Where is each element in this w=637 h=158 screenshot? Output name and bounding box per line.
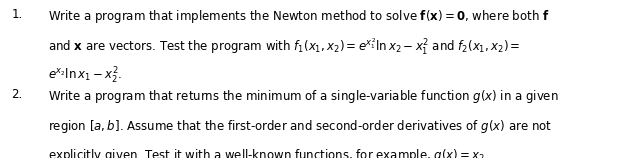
- Text: explicitly given. Test it with a well-known functions, for example, $g(x) = x_2$: explicitly given. Test it with a well-kn…: [48, 147, 489, 158]
- Text: 1.: 1.: [11, 8, 23, 21]
- Text: Write a program that returns the minimum of a single-variable function $g(x)$ in: Write a program that returns the minimum…: [48, 88, 559, 106]
- Text: region $[a, b]$. Assume that the first-order and second-order derivatives of $g(: region $[a, b]$. Assume that the first-o…: [48, 118, 552, 135]
- Text: 2.: 2.: [11, 88, 23, 101]
- Text: Write a program that implements the Newton method to solve $\mathbf{f}(\mathbf{x: Write a program that implements the Newt…: [48, 8, 550, 25]
- Text: $e^{x_2} \ln x_1 - x_2^2.$: $e^{x_2} \ln x_1 - x_2^2.$: [48, 66, 122, 86]
- Text: and $\mathbf{x}$ are vectors. Test the program with $f_1(x_1, x_2) = e^{x_1^2} \: and $\mathbf{x}$ are vectors. Test the p…: [48, 37, 520, 57]
